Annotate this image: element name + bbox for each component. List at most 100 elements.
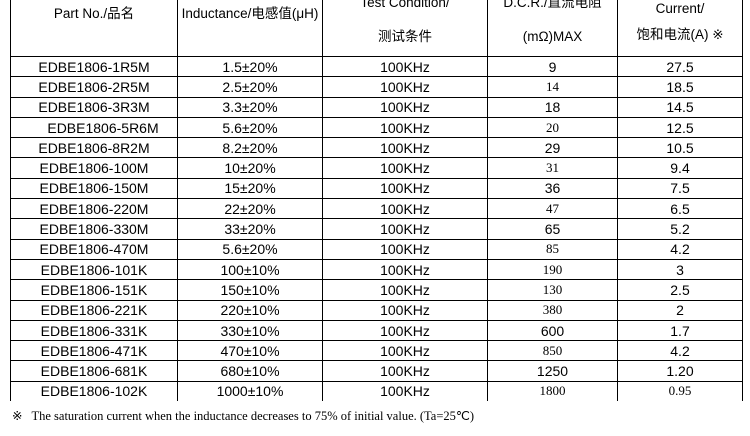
test-condition-cell: 100KHz	[322, 137, 488, 159]
table-row: EDBE1806-681K 680±10% 100KHz 1250 1.20	[10, 360, 743, 382]
part-no-cell: EDBE1806-471K	[10, 340, 178, 362]
part-no-cell: EDBE1806-5R6M	[10, 116, 178, 139]
dcr-cell: 9	[487, 55, 618, 78]
part-no-cell: EDBE1806-102K	[10, 380, 178, 401]
header-row: Part No./品名 Inductance/电感值(μH) Test Cond…	[10, 0, 743, 57]
current-cell: 1.7	[617, 319, 743, 342]
test-condition-cell: 100KHz	[322, 238, 488, 260]
test-condition-cell: 100KHz	[322, 340, 488, 362]
inductance-cell: 5.6±20%	[177, 238, 323, 260]
current-cell: 2.5	[617, 279, 743, 301]
table-row: EDBE1806-151K 150±10% 100KHz 130 2.5	[10, 279, 743, 301]
footnote-text: The saturation current when the inductan…	[31, 409, 475, 423]
current-cell: 2	[617, 299, 743, 321]
test-condition-cell: 100KHz	[322, 177, 488, 200]
test-condition-cell: 100KHz	[322, 360, 488, 382]
current-cell: 4.2	[617, 238, 743, 260]
col-header-dcr-line1: D.C.R./直流电阻	[503, 0, 602, 10]
current-cell: 3	[617, 258, 743, 281]
part-no-cell: EDBE1806-470M	[10, 238, 178, 260]
inductance-cell: 22±20%	[177, 198, 323, 220]
current-cell: 1.20	[617, 360, 743, 382]
inductance-cell: 680±10%	[177, 360, 323, 382]
dcr-cell: 85	[487, 238, 618, 260]
current-cell: 9.4	[617, 157, 743, 179]
test-condition-cell: 100KHz	[322, 55, 488, 78]
dcr-cell: 20	[487, 116, 618, 139]
part-no-cell: EDBE1806-331K	[10, 319, 178, 342]
inductance-cell: 470±10%	[177, 340, 323, 362]
table-row: EDBE1806-471K 470±10% 100KHz 850 4.2	[10, 340, 743, 362]
col-header-part-no-label: Part No./品名	[53, 6, 135, 21]
inductance-cell: 220±10%	[177, 299, 323, 321]
table-row: EDBE1806-2R5M 2.5±20% 100KHz 14 18.5	[10, 76, 743, 98]
part-no-cell: EDBE1806-681K	[10, 360, 178, 382]
dcr-cell: 47	[487, 198, 618, 220]
dcr-cell: 65	[487, 218, 618, 240]
table-row: EDBE1806-330M 33±20% 100KHz 65 5.2	[10, 218, 743, 240]
inductance-cell: 3.3±20%	[177, 96, 323, 118]
part-no-cell: EDBE1806-150M	[10, 177, 178, 200]
col-header-test-condition-line1: Test Condition/	[360, 0, 450, 10]
col-header-part-no: Part No./品名	[10, 0, 178, 57]
part-no-cell: EDBE1806-220M	[10, 198, 178, 220]
current-cell: 27.5	[617, 55, 743, 78]
inductance-cell: 150±10%	[177, 279, 323, 301]
part-no-cell: EDBE1806-100M	[10, 157, 178, 179]
test-condition-cell: 100KHz	[322, 299, 488, 321]
dcr-cell: 1250	[487, 360, 618, 382]
test-condition-cell: 100KHz	[322, 380, 488, 401]
current-cell: 18.5	[617, 76, 743, 98]
test-condition-cell: 100KHz	[322, 76, 488, 98]
col-header-inductance-label: Inductance/电感值(μH)	[181, 6, 319, 21]
dcr-cell: 130	[487, 279, 618, 301]
col-header-dcr: D.C.R./直流电阻 (mΩ)MAX	[487, 0, 618, 57]
part-no-cell: EDBE1806-3R3M	[10, 96, 178, 118]
table-row: EDBE1806-470M 5.6±20% 100KHz 85 4.2	[10, 238, 743, 260]
inductance-cell: 1000±10%	[177, 380, 323, 401]
table-row: EDBE1806-331K 330±10% 100KHz 600 1.7	[10, 319, 743, 342]
table-row: EDBE1806-150M 15±20% 100KHz 36 7.5	[10, 177, 743, 200]
table-row: EDBE1806-100M 10±20% 100KHz 31 9.4	[10, 157, 743, 179]
part-no-cell: EDBE1806-330M	[10, 218, 178, 240]
test-condition-cell: 100KHz	[322, 279, 488, 301]
table-row: EDBE1806-1R5M 1.5±20% 100KHz 9 27.5	[10, 55, 743, 78]
col-header-current-line1: Current/	[655, 1, 705, 16]
dcr-cell: 14	[487, 76, 618, 98]
footnote-marker: ※	[12, 409, 23, 423]
inductor-spec-table: Part No./品名 Inductance/电感值(μH) Test Cond…	[10, 0, 743, 401]
part-no-cell: EDBE1806-151K	[10, 279, 178, 301]
col-header-dcr-line2: (mΩ)MAX	[522, 29, 583, 44]
col-header-test-condition: Test Condition/ 测试条件	[322, 0, 488, 57]
current-cell: 7.5	[617, 177, 743, 200]
col-header-inductance: Inductance/电感值(μH)	[177, 0, 323, 57]
inductance-cell: 2.5±20%	[177, 76, 323, 98]
spec-table: Part No./品名 Inductance/电感值(μH) Test Cond…	[10, 0, 744, 401]
table-row: EDBE1806-220M 22±20% 100KHz 47 6.5	[10, 198, 743, 220]
dcr-cell: 600	[487, 319, 618, 342]
test-condition-cell: 100KHz	[322, 96, 488, 118]
test-condition-cell: 100KHz	[322, 258, 488, 281]
test-condition-cell: 100KHz	[322, 218, 488, 240]
current-cell: 0.95	[617, 380, 743, 401]
dcr-cell: 29	[487, 137, 618, 159]
table-row: EDBE1806-3R3M 3.3±20% 100KHz 18 14.5	[10, 96, 743, 118]
table-row: EDBE1806-221K 220±10% 100KHz 380 2	[10, 299, 743, 321]
inductance-cell: 1.5±20%	[177, 55, 323, 78]
table-body: EDBE1806-1R5M 1.5±20% 100KHz 9 27.5 EDBE1806-…	[10, 55, 743, 401]
test-condition-cell: 100KHz	[322, 116, 488, 139]
col-header-test-condition-line2: 测试条件	[378, 29, 432, 44]
part-no-cell: EDBE1806-221K	[10, 299, 178, 321]
current-cell: 6.5	[617, 198, 743, 220]
inductance-cell: 330±10%	[177, 319, 323, 342]
part-no-cell: EDBE1806-8R2M	[10, 137, 178, 159]
table-row: EDBE1806-101K 100±10% 100KHz 190 3	[10, 258, 743, 281]
col-header-current-line2: 饱和电流(A) ※	[636, 27, 724, 42]
current-cell: 14.5	[617, 96, 743, 118]
test-condition-cell: 100KHz	[322, 157, 488, 179]
footnote: ※ The saturation current when the inducta…	[12, 408, 742, 424]
inductance-cell: 8.2±20%	[177, 137, 323, 159]
inductance-cell: 5.6±20%	[177, 116, 323, 139]
dcr-cell: 18	[487, 96, 618, 118]
